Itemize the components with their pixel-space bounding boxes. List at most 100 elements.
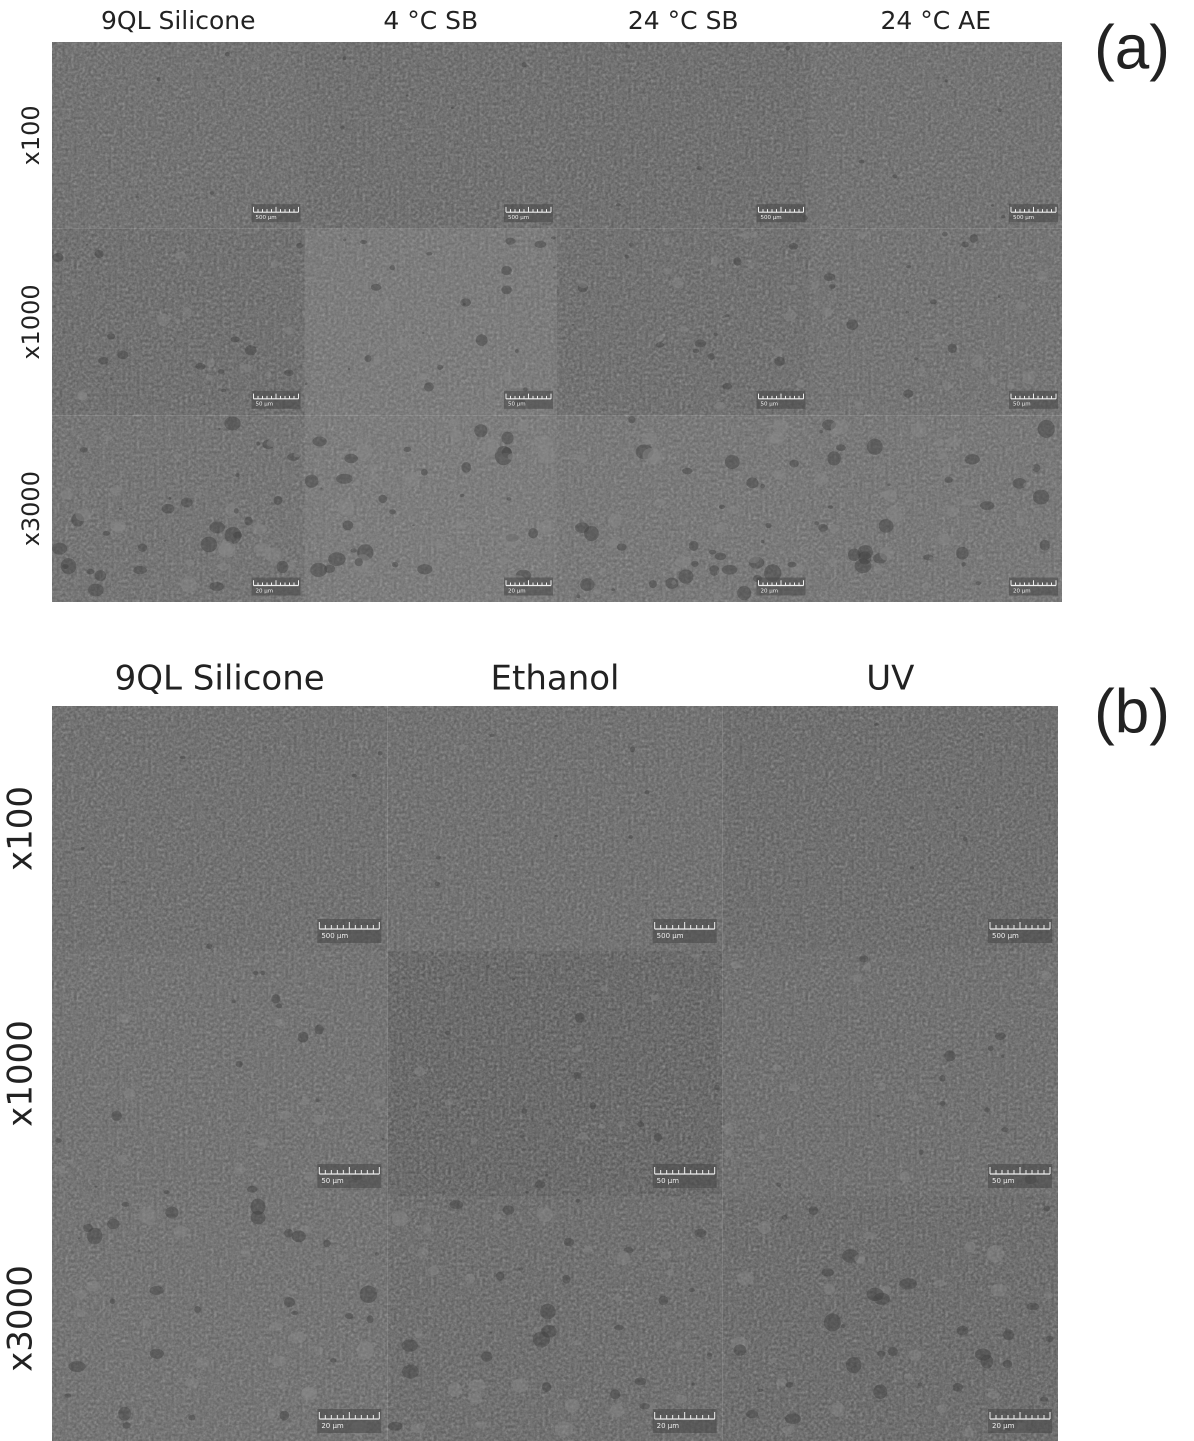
scale-bar-label: 20 µm [761, 588, 779, 594]
surface-feature [758, 1389, 763, 1392]
surface-feature [713, 523, 725, 533]
sem-background [810, 42, 1063, 229]
surface-feature [831, 420, 849, 434]
surface-feature [714, 1085, 720, 1090]
surface-feature [218, 563, 229, 571]
surface-feature [490, 1331, 493, 1333]
surface-feature [910, 866, 914, 869]
surface-feature [1043, 1206, 1049, 1212]
surface-feature [231, 336, 240, 342]
surface-feature [746, 477, 758, 488]
surface-feature [72, 1354, 74, 1356]
surface-feature [964, 1427, 973, 1437]
surface-feature [136, 196, 139, 199]
surface-feature [824, 1284, 835, 1295]
surface-feature [908, 1350, 921, 1361]
surface-feature [648, 450, 663, 465]
surface-feature [436, 855, 441, 859]
surface-feature [77, 1310, 86, 1317]
surface-feature [284, 370, 293, 377]
surface-feature [78, 1237, 81, 1239]
surface-feature [417, 1248, 429, 1257]
surface-feature [731, 961, 741, 969]
surface-feature [897, 878, 900, 880]
surface-feature [672, 278, 684, 288]
surface-feature [1005, 345, 1011, 351]
surface-feature [181, 576, 196, 593]
sem-background [305, 42, 558, 229]
surface-feature [975, 1281, 978, 1283]
surface-feature [196, 1359, 210, 1368]
surface-feature [265, 371, 271, 377]
surface-feature [211, 147, 216, 152]
surface-feature [315, 1098, 319, 1101]
surface-feature [402, 1365, 419, 1379]
surface-feature [984, 1107, 990, 1112]
surface-feature [980, 501, 994, 510]
sem-background [52, 706, 387, 951]
surface-feature [963, 837, 967, 841]
surface-feature [659, 546, 663, 551]
surface-feature [728, 506, 739, 514]
surface-feature [957, 1326, 969, 1335]
surface-feature [789, 243, 799, 250]
surface-feature [553, 267, 555, 269]
panel-label: (b) [1094, 677, 1170, 746]
surface-feature [765, 290, 769, 294]
surface-feature [880, 492, 889, 498]
surface-feature [320, 487, 322, 489]
surface-feature [671, 580, 676, 585]
surface-feature [484, 388, 492, 395]
surface-feature [738, 790, 740, 792]
sem-image: 50 µm [557, 229, 810, 416]
surface-feature [734, 1344, 747, 1355]
surface-feature [302, 1388, 316, 1398]
surface-feature [234, 1165, 245, 1175]
surface-feature [328, 552, 345, 566]
surface-feature [804, 547, 808, 550]
surface-feature [1046, 1336, 1054, 1343]
surface-feature [374, 1098, 385, 1105]
surface-feature [630, 747, 635, 753]
surface-feature [1027, 1303, 1039, 1311]
sem-image: 500 µm [723, 706, 1058, 951]
surface-feature [368, 464, 380, 473]
surface-feature [965, 1242, 976, 1253]
scale-bar-label: 500 µm [761, 215, 782, 221]
surface-feature [489, 734, 494, 737]
surface-feature [296, 243, 303, 248]
surface-feature [503, 1205, 515, 1214]
surface-feature [904, 1373, 913, 1379]
panel-label: (a) [1094, 13, 1170, 82]
surface-feature [694, 508, 696, 509]
surface-feature [162, 504, 175, 514]
surface-feature [350, 548, 357, 552]
surface-feature [715, 402, 726, 410]
surface-feature [484, 1059, 486, 1060]
surface-feature [289, 1332, 306, 1344]
sem-image: 20 µm [305, 415, 558, 602]
surface-feature [742, 231, 750, 239]
surface-feature [204, 404, 206, 405]
surface-feature [278, 1382, 286, 1389]
surface-feature [746, 1410, 758, 1419]
surface-feature [918, 367, 925, 374]
surface-feature [103, 531, 110, 536]
surface-feature [936, 439, 945, 446]
column-header: 24 °C SB [628, 6, 739, 35]
surface-feature [877, 1350, 885, 1356]
surface-feature [893, 768, 896, 771]
surface-feature [828, 505, 833, 508]
surface-feature [573, 1072, 581, 1079]
surface-feature [507, 497, 512, 500]
figure: (a)9QL Silicone4 °C SB24 °C SB24 °C AEx1… [0, 0, 1194, 1441]
surface-feature [68, 1361, 85, 1372]
surface-feature [562, 1275, 570, 1284]
surface-feature [315, 1025, 324, 1035]
surface-feature [353, 481, 361, 486]
surface-feature [138, 1250, 140, 1252]
surface-feature [426, 252, 432, 256]
surface-feature [314, 1115, 323, 1125]
surface-feature [280, 1111, 292, 1119]
sem-background [52, 1196, 387, 1441]
